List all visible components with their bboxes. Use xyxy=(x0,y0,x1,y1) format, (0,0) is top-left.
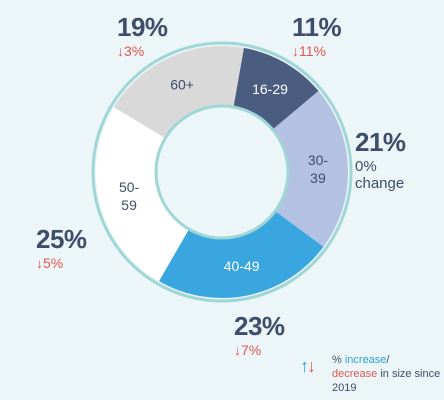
callout-change: ↓3% xyxy=(117,43,145,59)
callout-pct: 19% xyxy=(117,12,168,42)
callout-pct: 11% xyxy=(292,12,342,42)
slice-40-49 xyxy=(159,211,324,298)
callout-change-line2: change xyxy=(355,174,405,192)
callout-change-line1: 0% xyxy=(355,158,377,175)
callout-30-39: 21% 0% change xyxy=(355,129,406,192)
legend-prefix: % xyxy=(332,354,345,366)
callout-40-49: 23% ↓7% xyxy=(234,313,285,357)
callout-60-plus: 19% ↓3% xyxy=(117,14,168,58)
callout-16-29: 11% ↓11% xyxy=(292,12,342,59)
legend-slash: / xyxy=(386,354,390,366)
legend-arrows: ↑↓ xyxy=(300,356,316,377)
slice-label: 50-59 xyxy=(119,179,140,213)
slice-label: 40-49 xyxy=(224,258,260,274)
callout-50-59: 25% ↓5% xyxy=(36,226,87,270)
callout-pct: 21% xyxy=(355,127,406,157)
callout-change: 0% change xyxy=(355,158,406,192)
outer-ring xyxy=(91,41,353,303)
legend-text: % increase/ decrease in size since 2019 xyxy=(332,354,442,395)
slice-label: 30-39 xyxy=(308,152,329,186)
callout-pct: 25% xyxy=(36,224,87,254)
callout-change: ↓5% xyxy=(36,255,64,271)
inner-ring xyxy=(154,104,290,240)
callout-change: ↓11% xyxy=(292,43,326,59)
legend-rest: in size since 2019 xyxy=(332,367,441,394)
slice-50-59 xyxy=(95,107,189,282)
slice-label: 60+ xyxy=(170,77,194,93)
legend-increase: increase xyxy=(344,354,387,366)
slice-60-plus xyxy=(113,45,244,139)
arrow-up-icon: ↑ xyxy=(300,356,309,376)
arrow-down-icon: ↓ xyxy=(307,356,316,376)
slice-16-29 xyxy=(233,47,319,130)
slice-30-39 xyxy=(272,91,348,247)
callout-change: ↓7% xyxy=(234,342,262,358)
callout-pct: 23% xyxy=(234,311,285,341)
slice-label: 16-29 xyxy=(252,81,288,97)
legend-decrease: decrease xyxy=(332,367,378,380)
